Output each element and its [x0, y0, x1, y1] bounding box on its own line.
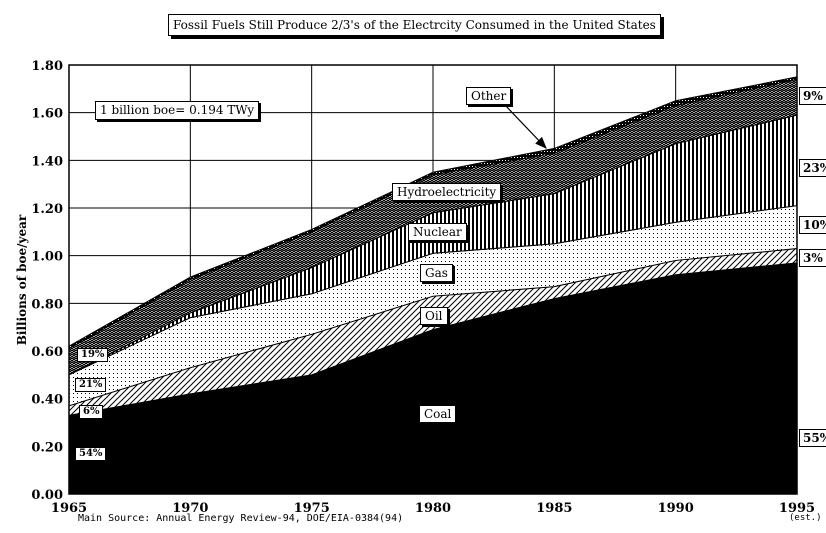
chart-title: Fossil Fuels Still Produce 2/3's of the … [168, 14, 661, 36]
y-tick-label: 1.40 [31, 154, 63, 169]
y-tick-label: 1.60 [31, 107, 63, 122]
y-tick-label: 0.60 [31, 345, 63, 360]
series-label-gas: Gas [420, 264, 453, 282]
estimate-note: (est.) [789, 513, 822, 523]
x-tick-label: 1990 [658, 501, 694, 516]
gas-1995-share: 10% [799, 216, 826, 234]
series-label-nuclear: Nuclear [408, 223, 467, 241]
source-note: Main Source: Annual Energy Review-94, DO… [78, 513, 404, 524]
conversion-note: 1 billion boe= 0.194 TWy [95, 101, 260, 120]
x-tick-label: 1965 [51, 501, 87, 516]
other-1995-share: 9% [799, 87, 826, 105]
y-axis-label: Billions of boe/year [15, 214, 29, 345]
gas-1965-share: 21% [75, 378, 107, 392]
x-tick-label: 1970 [172, 501, 208, 516]
other-callout-arrow [502, 102, 547, 149]
y-tick-label: 0.20 [31, 440, 63, 455]
y-tick-label: 0.40 [31, 393, 63, 408]
x-tick-label: 1975 [294, 501, 330, 516]
hydro-1965-share: 19% [77, 348, 109, 362]
coal-1965-share: 54% [75, 447, 107, 461]
nuclear-1995-share: 23% [799, 159, 826, 177]
x-tick-label: 1995 [779, 501, 815, 516]
oil-1965-share: 6% [79, 405, 104, 419]
y-tick-label: 1.80 [31, 59, 63, 74]
y-tick-label: 0.80 [31, 297, 63, 312]
plot-frame [68, 64, 798, 495]
coal-1995-share: 55% [799, 429, 826, 447]
series-label-hydroelectricity: Hydroelectricity [392, 183, 502, 201]
x-tick-label: 1980 [415, 501, 451, 516]
y-tick-label: 1.00 [31, 250, 63, 265]
axes: 0.00 0.20 0.40 0.60 0.80 1.00 1.20 1.40 1.60 1.80… [31, 59, 815, 516]
x-tick-label: 1985 [536, 501, 572, 516]
oil-1995-share: 3% [799, 249, 826, 267]
series-label-coal: Coal [419, 405, 457, 423]
y-tick-label: 1.20 [31, 202, 63, 217]
series-label-oil: Oil [420, 307, 448, 325]
series-label-other: Other [466, 87, 512, 105]
y-tick-label: 0.00 [31, 488, 63, 503]
